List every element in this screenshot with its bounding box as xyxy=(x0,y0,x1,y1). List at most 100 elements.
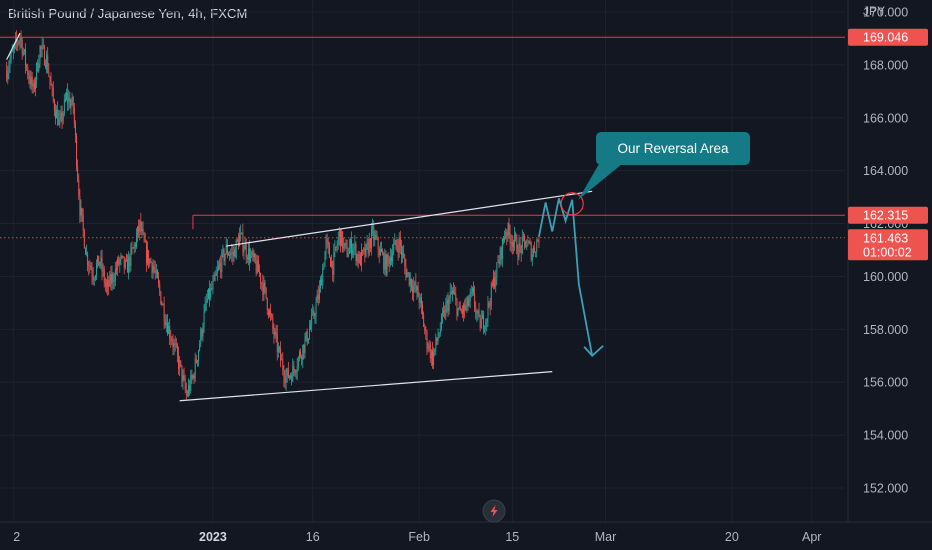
candle-body xyxy=(94,275,96,279)
candle-body xyxy=(170,338,172,341)
candle-body xyxy=(531,254,533,260)
candle-body xyxy=(379,248,381,256)
candle-body xyxy=(267,310,269,316)
candle-body xyxy=(142,229,144,234)
candle-body xyxy=(274,331,276,336)
candle-body xyxy=(292,366,294,382)
candle-body xyxy=(413,285,415,293)
candle-body xyxy=(240,232,242,235)
candle-body xyxy=(504,237,506,241)
candle-body xyxy=(397,247,399,253)
candle-body xyxy=(7,72,9,80)
candle-body xyxy=(261,282,263,284)
candle-body xyxy=(111,274,113,284)
candle-body xyxy=(251,251,253,255)
candle-body xyxy=(243,249,245,252)
candle-body xyxy=(478,310,480,316)
candle-body xyxy=(225,244,227,254)
candle-body xyxy=(123,256,125,268)
candle-body xyxy=(402,252,404,256)
candle-body xyxy=(519,243,521,246)
candlestick-series xyxy=(6,30,540,400)
candle-body xyxy=(90,265,92,270)
candle-body xyxy=(318,287,320,300)
candle-body xyxy=(114,268,116,282)
candle-body xyxy=(338,229,340,238)
level-badge-label: 162.315 xyxy=(863,209,908,223)
candle-body xyxy=(256,260,258,274)
candle-body xyxy=(295,372,297,374)
candle-body xyxy=(518,243,520,258)
candle-body xyxy=(65,99,66,100)
candle-body xyxy=(345,243,347,246)
candle-body xyxy=(249,248,251,262)
candle-body xyxy=(43,46,45,66)
candle-body xyxy=(307,338,309,343)
candle-body xyxy=(479,315,481,329)
candle-body xyxy=(100,257,102,263)
candle-body xyxy=(344,243,346,244)
candle-body xyxy=(513,242,514,247)
candle-body xyxy=(409,278,411,286)
candle-body xyxy=(282,359,284,371)
candle-body xyxy=(173,343,175,348)
price-tick-label: 154.000 xyxy=(863,429,908,443)
projection-path xyxy=(538,198,604,358)
candle-body xyxy=(445,303,447,317)
level-badge-label: 169.046 xyxy=(863,31,908,45)
candle-body xyxy=(250,254,252,262)
candle-body xyxy=(57,109,59,125)
candle-body xyxy=(215,272,217,276)
candle-body xyxy=(52,87,54,101)
projection-line xyxy=(538,198,594,356)
candle-body xyxy=(347,253,349,257)
candle-body xyxy=(464,304,466,310)
candle-body xyxy=(108,280,110,287)
candle-body xyxy=(59,118,61,120)
candle-body xyxy=(140,220,142,232)
candle-body xyxy=(421,297,422,306)
candle-body xyxy=(191,374,193,379)
candle-body xyxy=(30,76,32,85)
candle-body xyxy=(200,329,202,345)
candle-body xyxy=(223,249,225,261)
candle-body xyxy=(336,245,338,248)
candle-body xyxy=(148,250,150,265)
candle-body xyxy=(360,254,361,266)
candle-body xyxy=(41,45,43,50)
candle-body xyxy=(75,123,76,136)
candle-body xyxy=(211,288,213,290)
candle-body xyxy=(333,251,335,276)
candle-body xyxy=(314,316,316,318)
candle-body xyxy=(419,297,421,303)
price-tick-label: 160.000 xyxy=(863,270,908,284)
candle-body xyxy=(488,302,490,305)
candle-body xyxy=(163,304,165,321)
candle-body xyxy=(503,238,504,241)
candle-body xyxy=(509,233,511,244)
candle-body xyxy=(508,223,510,234)
candle-body xyxy=(46,55,48,68)
candle-body xyxy=(467,297,469,306)
time-tick-label: Mar xyxy=(595,530,617,544)
candle-body xyxy=(79,195,81,216)
candle-body xyxy=(528,241,530,243)
candle-body xyxy=(498,261,500,264)
horizontal-levels xyxy=(0,36,845,239)
chart-grid xyxy=(0,0,845,522)
candle-body xyxy=(500,247,502,259)
candle-body xyxy=(279,347,280,349)
candle-body xyxy=(12,48,14,51)
candle-body xyxy=(262,282,264,295)
candle-body xyxy=(496,262,498,279)
lightning-icon[interactable] xyxy=(482,499,506,523)
candle-body xyxy=(204,302,206,312)
candle-body xyxy=(321,279,323,286)
candle-body xyxy=(103,269,105,283)
candle-body xyxy=(462,310,463,314)
candle-body xyxy=(10,51,12,61)
price-tick-label: 170.000 xyxy=(863,6,908,20)
candle-body xyxy=(38,63,40,71)
candle-body xyxy=(317,294,319,300)
